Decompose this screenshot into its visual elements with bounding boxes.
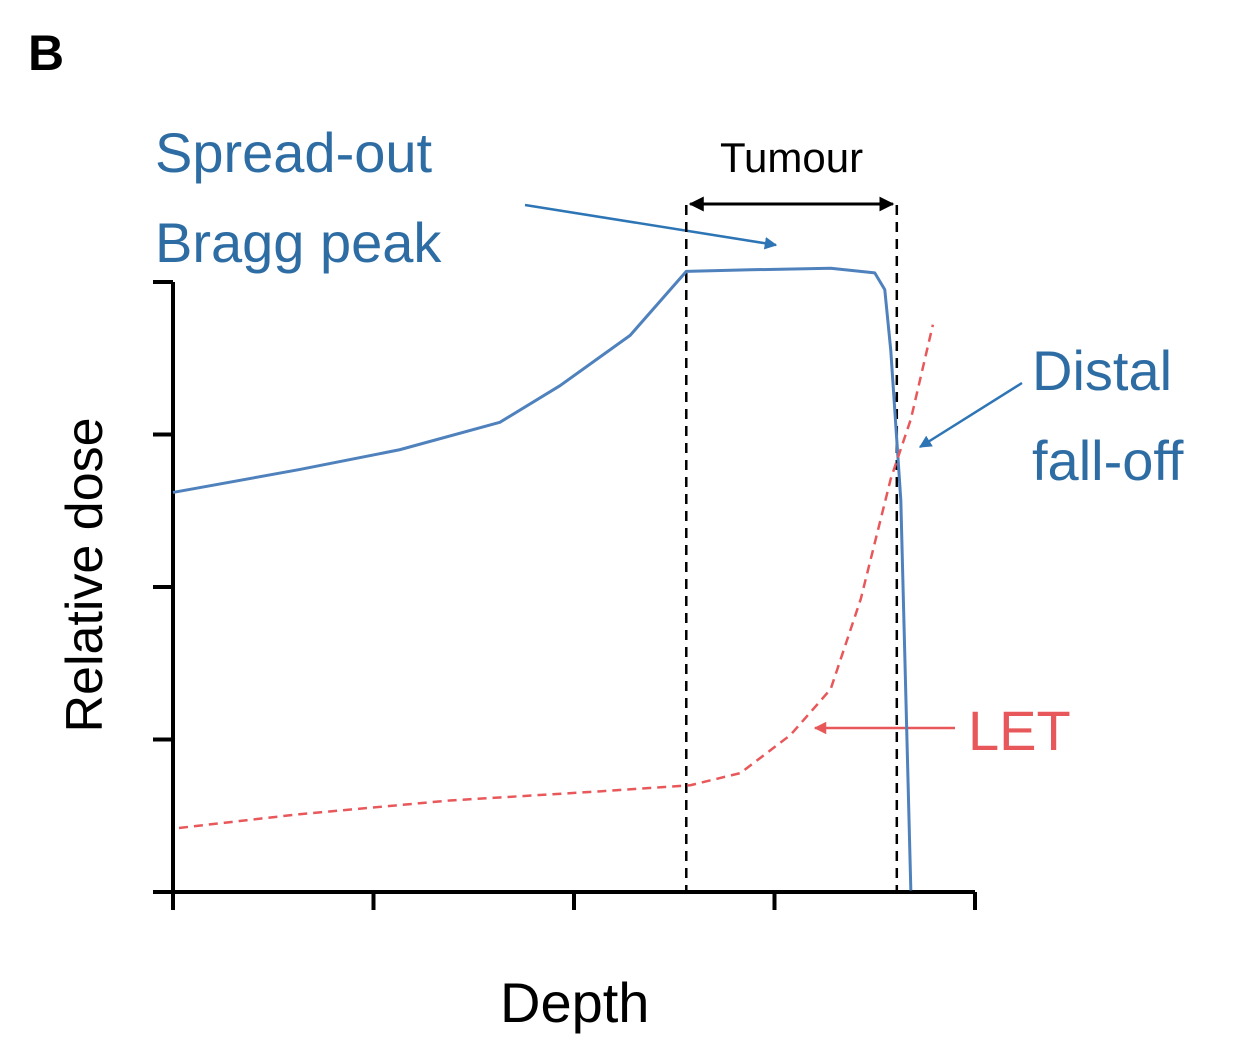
annotation: LET <box>968 699 1071 762</box>
panel-label: B <box>28 25 64 81</box>
series-line <box>172 266 913 891</box>
x-axis-label: Depth <box>500 971 649 1034</box>
annotation: Spread-out <box>155 121 433 184</box>
series-line <box>178 324 935 830</box>
annotation: Bragg peak <box>155 211 442 274</box>
annotation: Distal <box>1032 339 1172 402</box>
y-axis-label: Relative dose <box>56 417 114 732</box>
annotation: fall-off <box>1032 429 1184 492</box>
arrow <box>524 203 778 250</box>
annotation: Tumour <box>720 134 863 181</box>
arrow <box>918 381 1023 449</box>
